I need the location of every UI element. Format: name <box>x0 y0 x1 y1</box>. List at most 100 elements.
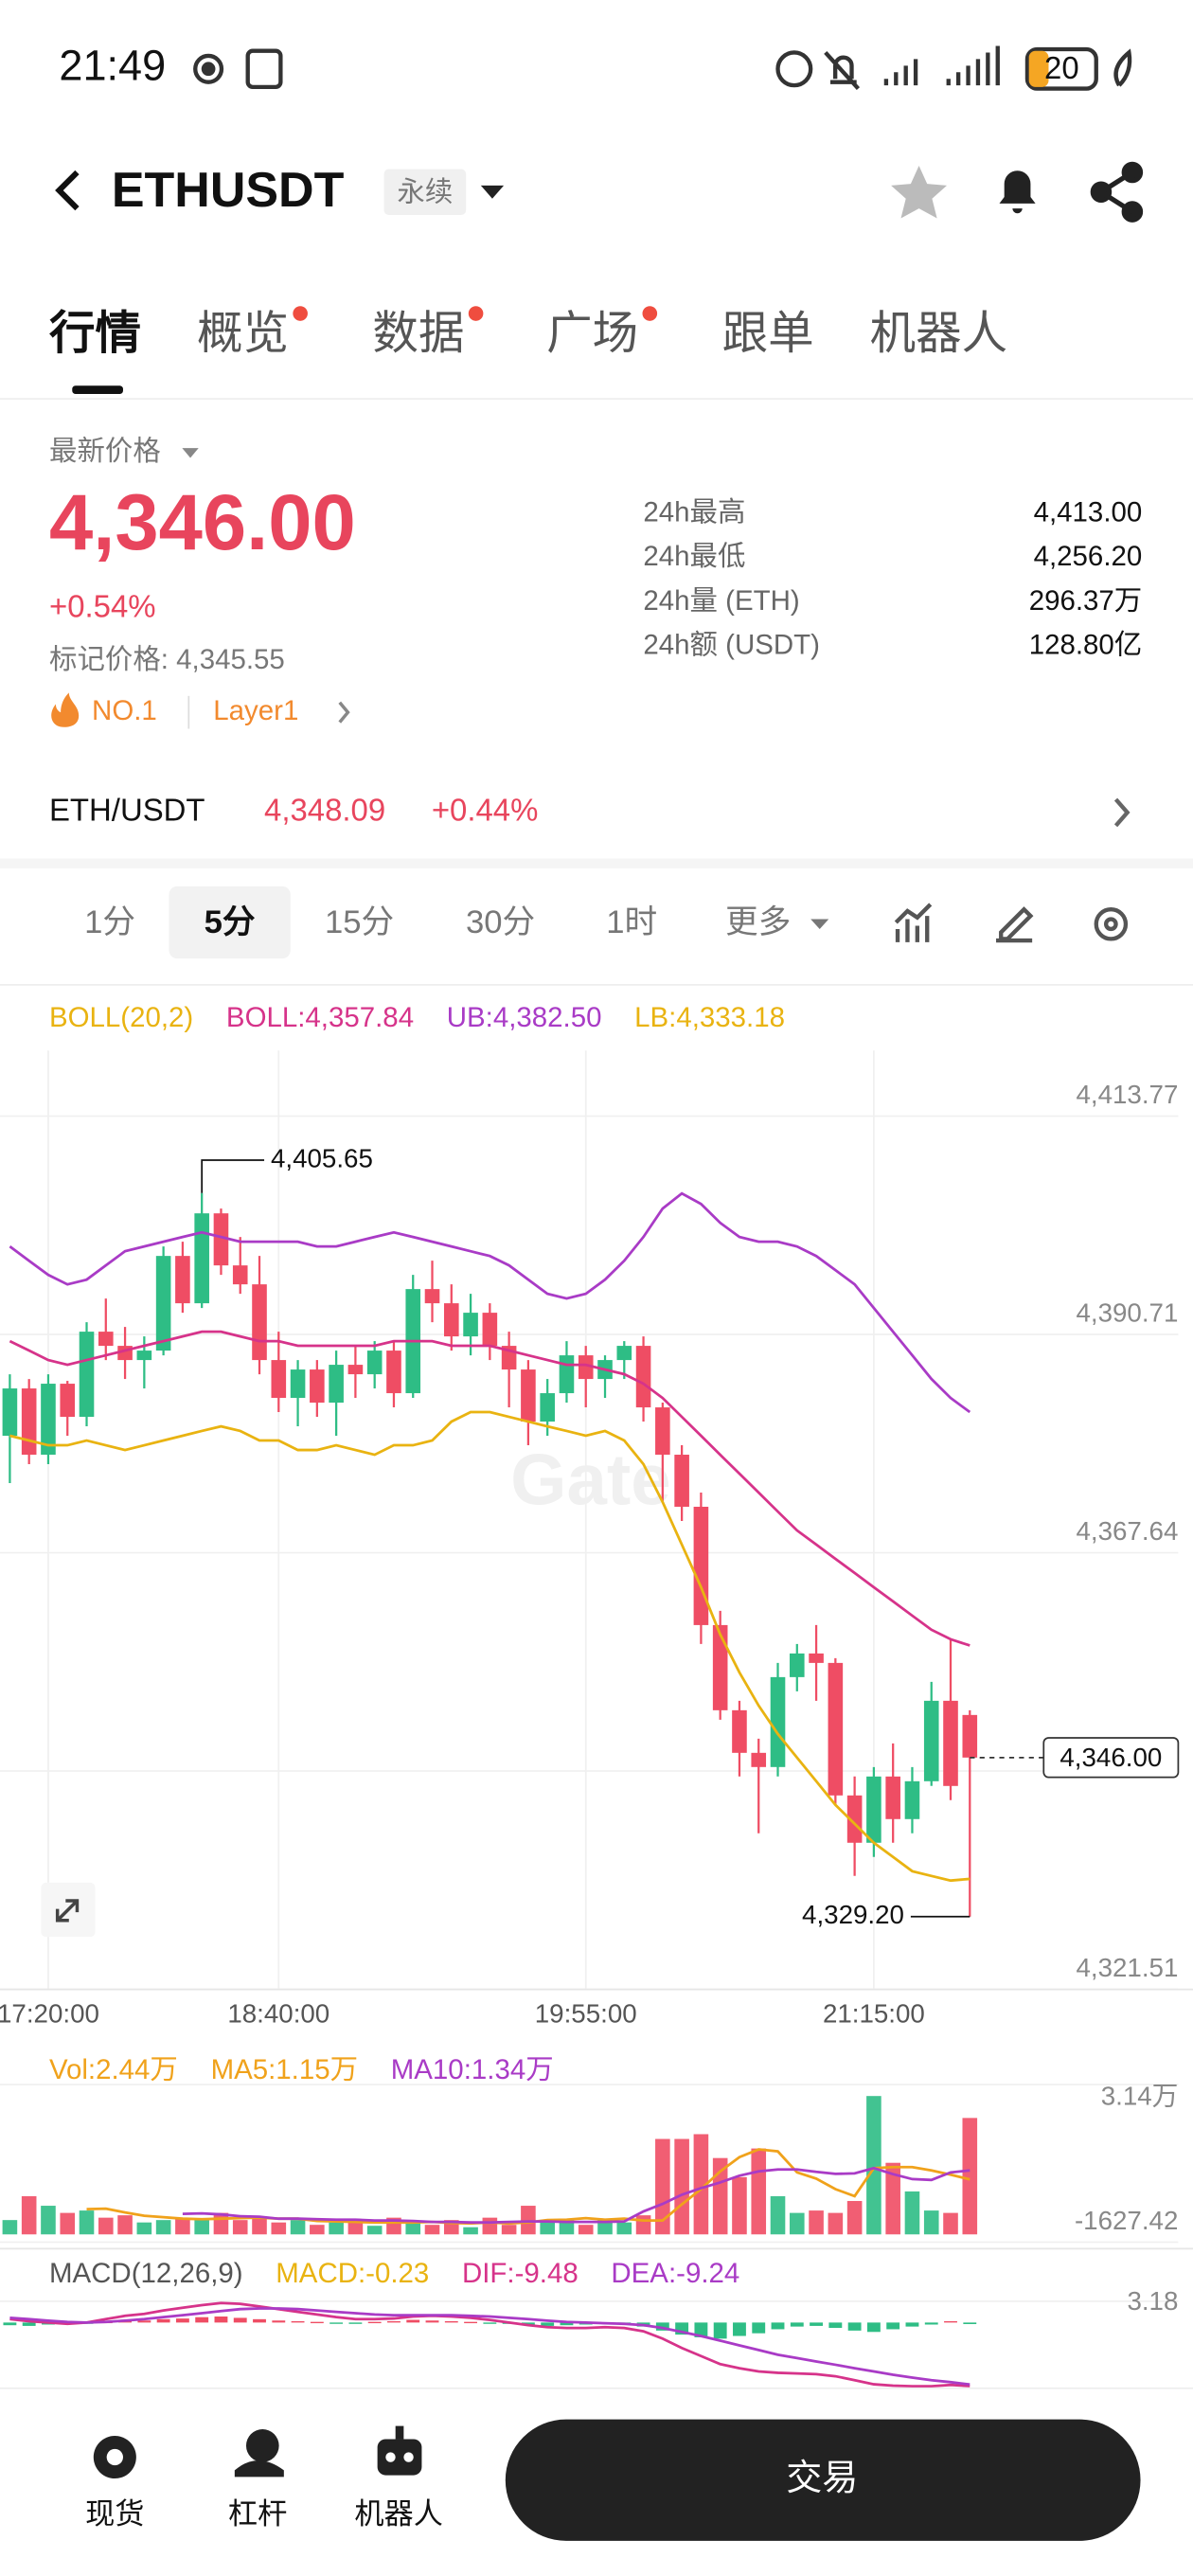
chart-tools[interactable] <box>894 903 1129 943</box>
volume-bar <box>482 2217 498 2235</box>
volume-bar <box>271 2222 287 2235</box>
macd-bar <box>963 2322 977 2325</box>
expand-button[interactable] <box>41 1882 96 1938</box>
interval[interactable]: 更多 <box>725 904 791 940</box>
hot-icon <box>51 692 80 727</box>
macd-bar <box>944 2320 957 2323</box>
legend-entry: DEA:-9.24 <box>611 2258 739 2289</box>
macd-bar <box>367 2321 382 2324</box>
share-button[interactable] <box>1090 161 1144 223</box>
candle-body <box>923 1700 939 1781</box>
contract-badge <box>383 169 467 216</box>
candle-body <box>674 1455 689 1507</box>
candle-body <box>463 1313 478 1337</box>
candle-body <box>635 1346 651 1408</box>
more-dropdown[interactable] <box>810 919 829 929</box>
candle-body <box>789 1653 805 1677</box>
legend-entry: MA5:1.15万 <box>211 2054 359 2085</box>
volume-bar <box>770 2195 786 2235</box>
candle-body <box>329 1365 344 1404</box>
rank-tag[interactable]: NO.1 <box>92 695 157 726</box>
alert-button[interactable] <box>999 170 1036 214</box>
macd-bar <box>195 2317 209 2323</box>
macd-bar <box>214 2317 228 2323</box>
macd-bar <box>694 2322 708 2337</box>
indicator-line <box>9 1410 970 1883</box>
x-tick-label: 17:20:00 <box>0 1999 99 2029</box>
stat-value: 4,413.00 <box>1034 496 1143 528</box>
volume-bar <box>194 2220 209 2235</box>
favorite-button[interactable] <box>891 166 948 219</box>
candle-body <box>732 1709 747 1753</box>
interval[interactable]: 5分 <box>205 904 256 940</box>
index-pair: ETH/USDT <box>49 793 205 828</box>
y-tick-label: 4,321.51 <box>1076 1953 1178 1982</box>
trade-label[interactable]: 交易 <box>786 2458 858 2498</box>
tab-badge <box>293 306 308 321</box>
tab[interactable]: 数据 <box>372 308 464 359</box>
volume-bar <box>117 2215 133 2235</box>
candle-body <box>943 1700 958 1786</box>
macd-bar <box>905 2322 919 2327</box>
price-dropdown[interactable] <box>182 448 199 458</box>
macd-bar <box>483 2322 497 2324</box>
nav-label[interactable]: 现货 <box>85 2497 144 2531</box>
symbol-dropdown[interactable] <box>480 185 505 199</box>
interval[interactable]: 15分 <box>325 904 394 940</box>
sector-tag[interactable]: Layer1 <box>213 695 298 726</box>
symbol[interactable]: ETHUSDT <box>112 163 345 218</box>
macd-bar <box>713 2322 727 2339</box>
nav-label[interactable]: 杠杆 <box>228 2497 287 2531</box>
candle-body <box>482 1313 498 1347</box>
volume-bar <box>712 2157 728 2235</box>
volume-bar <box>846 2201 863 2235</box>
volume-bar <box>347 2220 364 2235</box>
tab-badge <box>468 306 484 321</box>
macd-bar <box>329 2322 344 2324</box>
clock: 21:49 <box>59 42 166 90</box>
macd-bar <box>156 2318 170 2323</box>
x-tick-label: 19:55:00 <box>535 1999 637 2029</box>
trade-button[interactable] <box>505 2419 1141 2541</box>
candle-body <box>443 1303 459 1337</box>
stat-value: 128.80亿 <box>1029 630 1143 661</box>
index-change: +0.44% <box>432 793 539 828</box>
nav-items: 现货 杠杆 机器人 <box>85 2497 443 2531</box>
tab[interactable]: 机器人 <box>870 308 1008 359</box>
candle-body <box>846 1795 863 1843</box>
back-button[interactable] <box>55 170 80 211</box>
volume-bar <box>501 2225 517 2235</box>
candle-body <box>809 1653 824 1663</box>
index-chevron[interactable] <box>1113 797 1131 828</box>
nav-label[interactable]: 机器人 <box>354 2497 443 2531</box>
candle-body <box>770 1676 786 1767</box>
tab[interactable]: 跟单 <box>722 308 814 359</box>
candle-body <box>885 1776 900 1819</box>
macd-bar <box>233 2317 247 2323</box>
tab[interactable]: 行情 <box>49 308 141 359</box>
volume-bar <box>521 2206 536 2235</box>
volume-bar <box>366 2226 383 2235</box>
candle-body <box>41 1384 56 1456</box>
battery-level <box>1028 50 1049 87</box>
indicator-line <box>9 2301 970 2388</box>
macd-bar <box>348 2322 363 2324</box>
interval[interactable]: 1时 <box>606 904 657 940</box>
volume-bar <box>136 2222 152 2235</box>
tab[interactable]: 广场 <box>546 308 638 359</box>
volume-bar <box>751 2148 767 2235</box>
interval[interactable]: 1分 <box>84 904 135 940</box>
x-tick-label: 21:15:00 <box>823 1999 925 2029</box>
volume-bar <box>329 2222 344 2235</box>
section-gap <box>0 858 1193 868</box>
interval[interactable]: 30分 <box>466 904 535 940</box>
status-icons <box>193 45 1132 91</box>
tab-underline <box>72 385 123 394</box>
y-tick-label: -1627.42 <box>1075 2206 1178 2235</box>
tab[interactable]: 概览 <box>197 308 289 359</box>
volume-bar <box>21 2195 37 2235</box>
candle-body <box>904 1780 920 1819</box>
candle-body <box>712 1624 728 1710</box>
indicator-label: BOLL(20,2) <box>49 1002 193 1033</box>
